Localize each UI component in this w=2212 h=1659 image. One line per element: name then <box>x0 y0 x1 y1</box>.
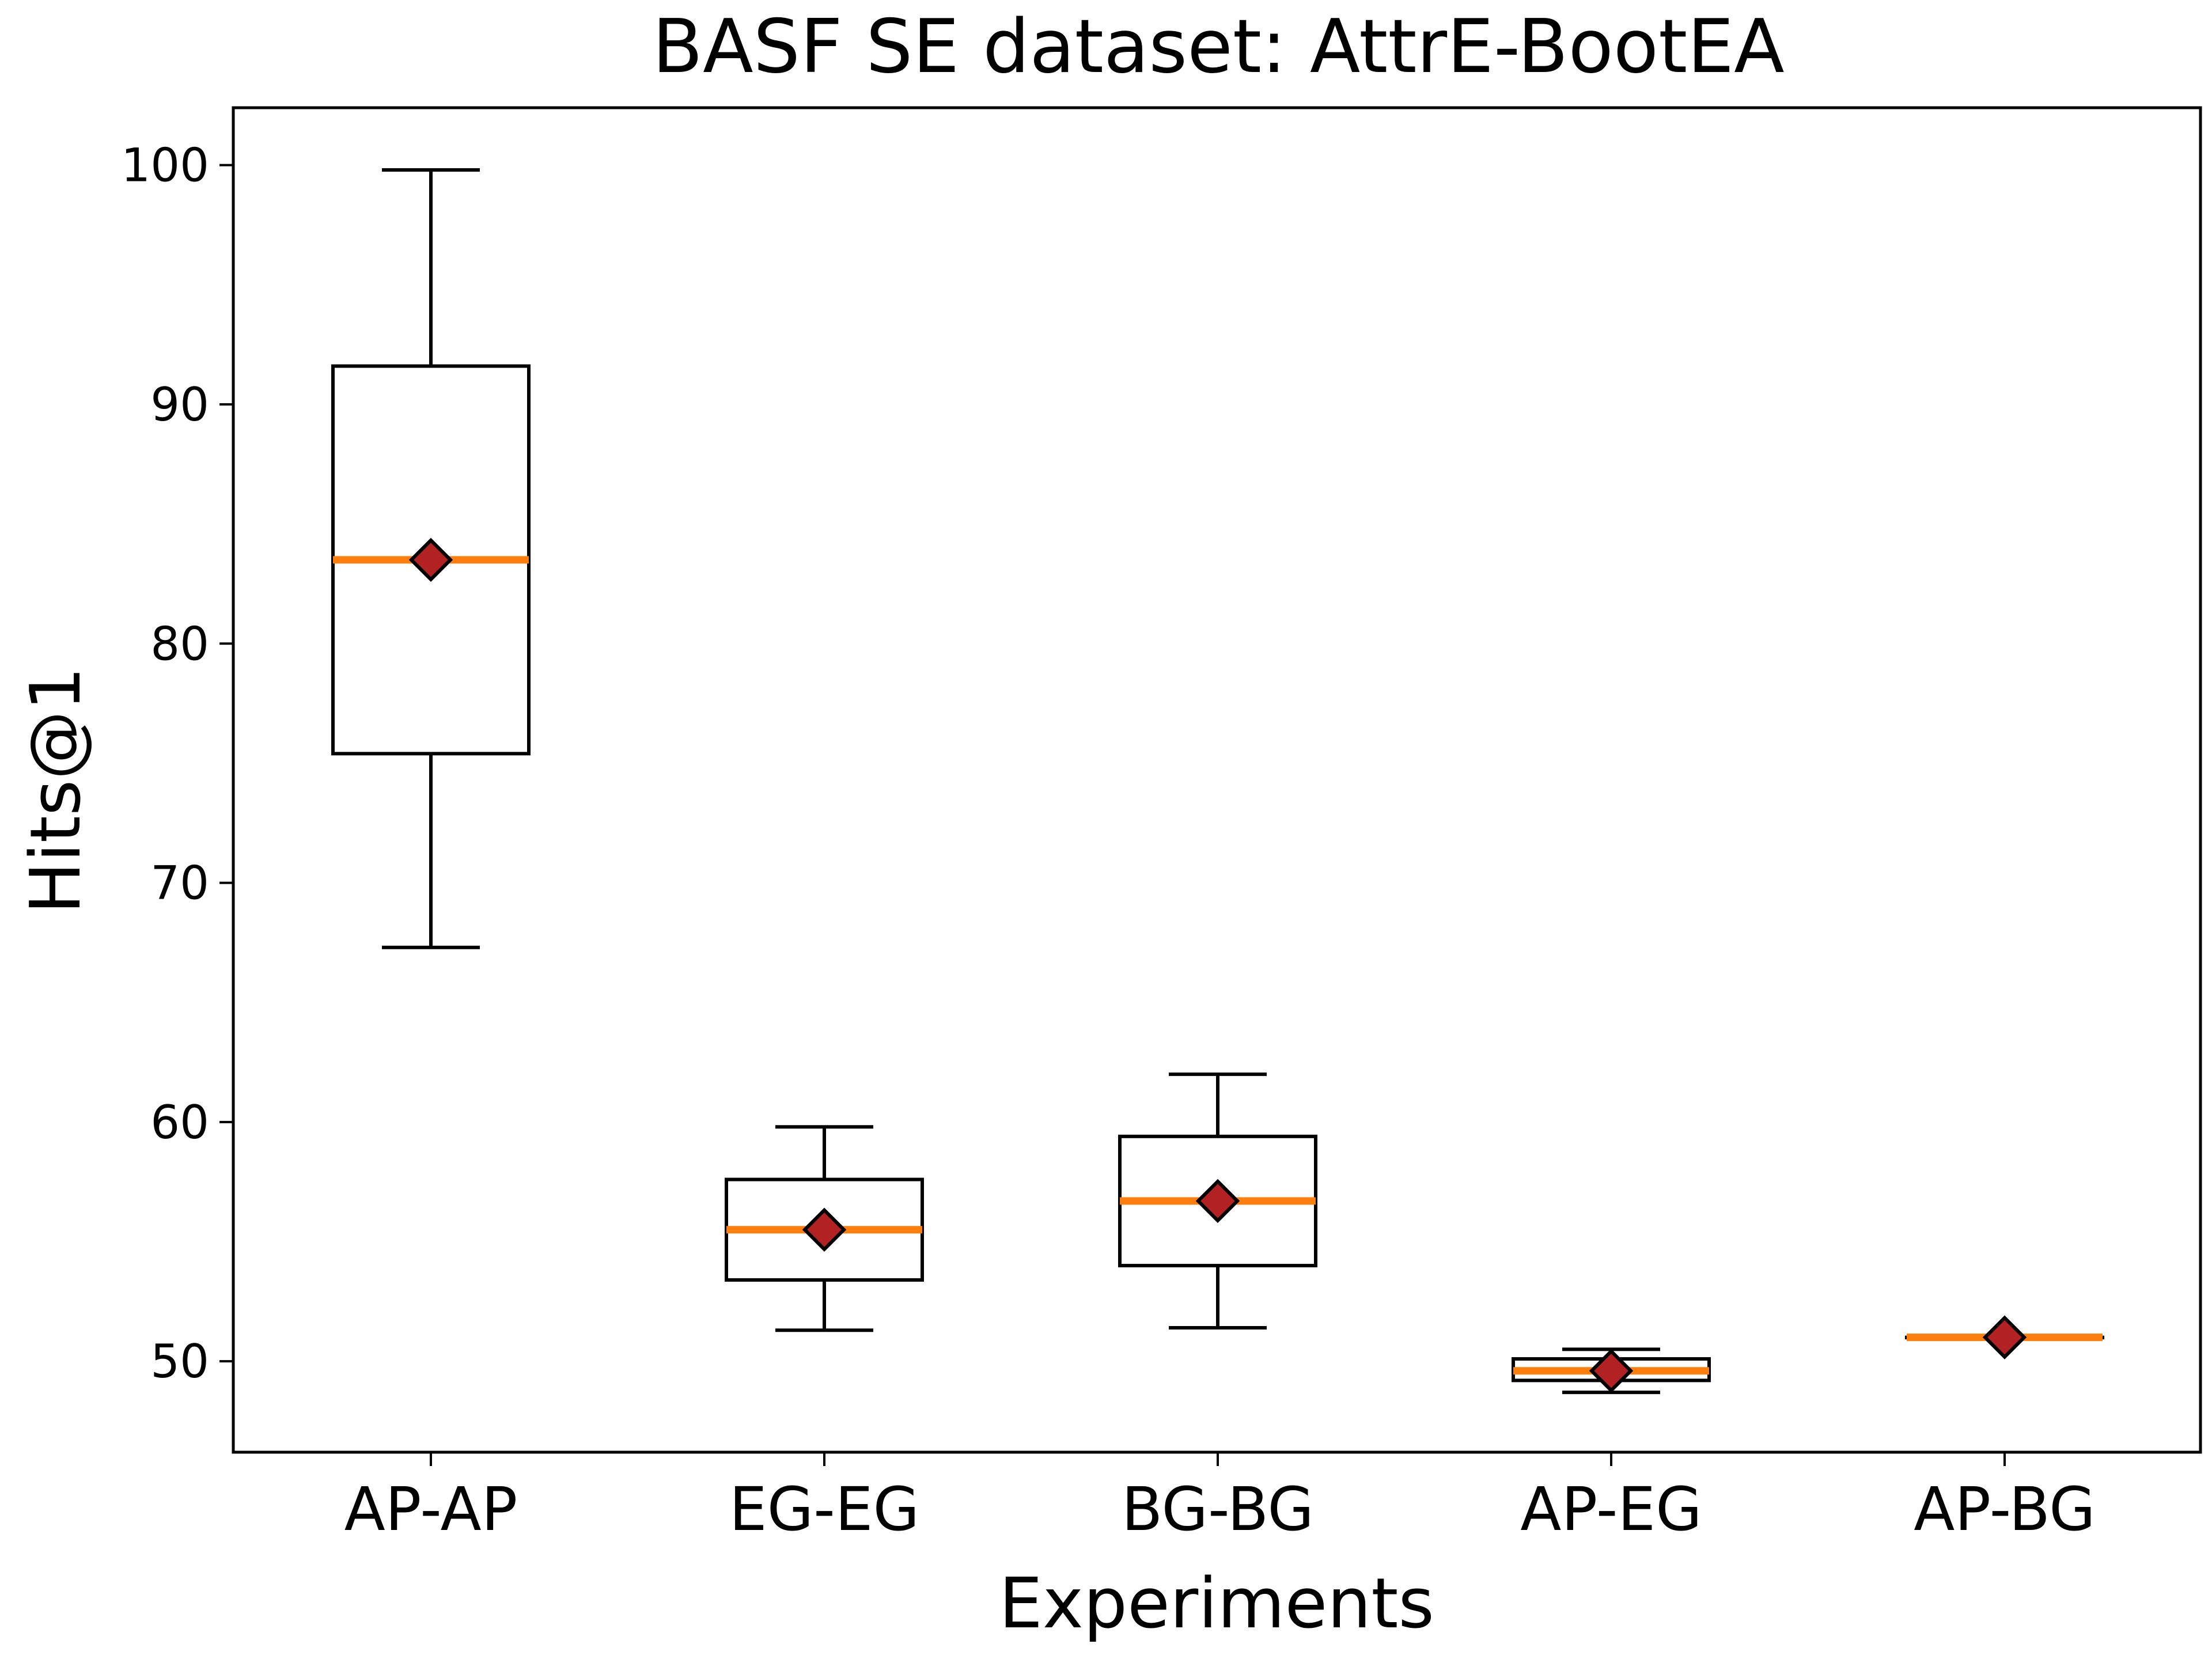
y-tick-label: 100 <box>121 139 209 192</box>
mean-marker <box>1195 1179 1240 1224</box>
chart-title: BASF SE dataset: AttrE-BootEA <box>652 4 1784 90</box>
y-tick-label: 50 <box>150 1335 209 1388</box>
x-tick-label: AP-BG <box>1914 1474 2096 1544</box>
y-axis: 50 60 70 80 90 100 <box>121 139 233 1388</box>
mean-marker <box>1589 1349 1634 1393</box>
y-tick-label: 80 <box>150 617 209 671</box>
x-tick-label: AP-EG <box>1520 1474 1702 1544</box>
box-group-eg-eg <box>725 1125 924 1332</box>
x-axis-label: Experiments <box>999 1564 1434 1644</box>
box-group-bg-bg <box>1118 1072 1317 1330</box>
mean-marker <box>802 1207 847 1252</box>
y-tick-label: 70 <box>150 857 209 910</box>
box-group-ap-ap <box>331 168 531 949</box>
mean-marker <box>408 537 453 582</box>
y-tick-label: 60 <box>150 1096 209 1149</box>
plot-area <box>331 168 2104 1395</box>
box-group-ap-eg <box>1512 1347 1711 1395</box>
x-axis: AP-AP EG-EG BG-BG AP-EG AP-BG <box>344 1452 2096 1544</box>
mean-marker <box>1982 1315 2027 1359</box>
y-axis-label: Hits@1 <box>16 666 96 914</box>
x-tick-label: EG-EG <box>729 1474 919 1544</box>
box-group-ap-bg <box>1905 1315 2104 1359</box>
x-tick-label: BG-BG <box>1122 1474 1314 1544</box>
x-tick-label: AP-AP <box>344 1474 518 1544</box>
y-tick-label: 90 <box>150 378 209 431</box>
